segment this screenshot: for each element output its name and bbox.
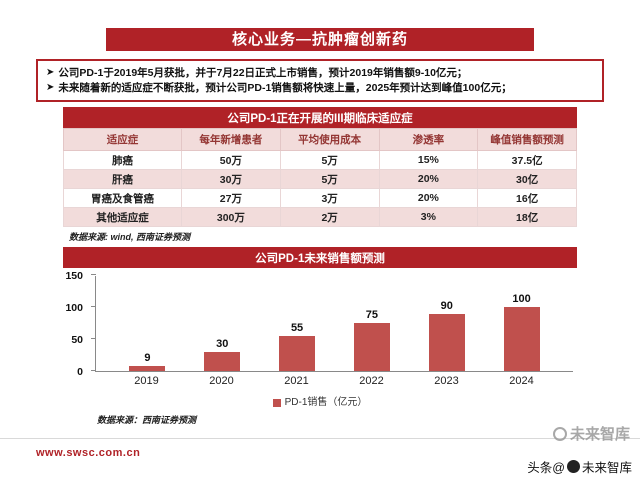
bar-group: 75 (337, 276, 407, 372)
page-title: 核心业务—抗肿瘤创新药 (106, 28, 534, 51)
bullet-item: ➤ 未来随着新的适应症不断获批，预计公司PD-1销售额将快速上量，2025年预计… (46, 81, 594, 96)
y-tick-mark (91, 306, 96, 308)
chart-title: 公司PD-1未来销售额预测 (63, 247, 577, 269)
x-tick-label: 2022 (359, 375, 384, 388)
table-header-cell: 平均使用成本 (279, 128, 380, 152)
bar-value-label: 30 (216, 338, 229, 351)
table-cell: 5万 (279, 150, 380, 171)
table-cell: 肝癌 (63, 169, 182, 190)
chart-section: 公司PD-1未来销售额预测 0 50 100 150 9 30 55 75 90 100 201… (63, 247, 577, 426)
bullet-arrow-icon: ➤ (46, 81, 55, 93)
bullet-text: 公司PD-1于2019年5月获批，并于7月22日正式上市销售，预计2019年销售… (58, 67, 468, 79)
bar-group: 55 (262, 276, 332, 372)
bar (129, 365, 166, 372)
bullet-box: ➤ 公司PD-1于2019年5月获批，并于7月22日正式上市销售，预计2019年… (36, 59, 604, 103)
x-tick-label: 2024 (509, 375, 534, 388)
bar-value-label: 100 (512, 293, 531, 306)
table-row: 胃癌及食管癌 27万 3万 20% 16亿 (63, 188, 577, 209)
table-cell: 30万 (181, 169, 281, 190)
y-tick-label: 150 (65, 270, 83, 283)
table-header-cell: 峰值销售额预测 (477, 128, 577, 152)
watermark-text: 未来智库 (569, 426, 630, 443)
table-row: 肺癌 50万 5万 15% 37.5亿 (63, 150, 577, 171)
legend-label: PD-1销售（亿元） (284, 397, 368, 409)
bar-value-label: 90 (440, 299, 453, 312)
table-cell: 20% (378, 188, 479, 209)
table-row: 其他适应症 300万 2万 3% 18亿 (63, 207, 577, 228)
bar-group: 90 (412, 276, 482, 372)
table-header-cell: 适应症 (63, 128, 182, 152)
credit-logo-icon (566, 460, 580, 473)
bar (503, 307, 540, 372)
x-tick-label: 2019 (134, 375, 159, 388)
table-cell: 27万 (181, 188, 281, 209)
table-cell: 3% (378, 207, 479, 228)
x-axis: 2019 2020 2021 2022 2023 2024 (95, 372, 573, 387)
table-cell: 16亿 (477, 188, 577, 209)
table-cell: 3万 (279, 188, 380, 209)
x-tick-label: 2023 (434, 375, 459, 388)
y-tick-label: 100 (65, 302, 83, 315)
bar-group: 30 (187, 276, 257, 372)
watermark-logo-icon (552, 426, 567, 441)
x-tick-label: 2021 (284, 375, 309, 388)
watermark: 未来智库 (552, 423, 630, 444)
y-tick-mark (91, 274, 96, 276)
credit-prefix: 头条@ (527, 461, 565, 475)
table-cell: 2万 (279, 207, 380, 228)
legend-swatch-icon (272, 398, 281, 407)
chart-source: 数据来源：西南证券预测 (97, 415, 197, 426)
y-axis: 0 50 100 150 (63, 270, 91, 378)
bar (204, 352, 241, 372)
footer-url: www.swsc.com.cn (36, 447, 141, 459)
bar (428, 313, 465, 372)
plot-area: 9 30 55 75 90 100 (91, 274, 573, 373)
table-cell: 30亿 (477, 169, 577, 190)
table-header-cell: 渗透率 (378, 128, 479, 152)
bars: 9 30 55 75 90 100 (96, 276, 573, 372)
bullet-text: 未来随着新的适应症不断获批，预计公司PD-1销售额将快速上量，2025年预计达到… (58, 81, 512, 94)
table-header-row: 适应症 每年新增患者 平均使用成本 渗透率 峰值销售额预测 (63, 128, 577, 152)
clinical-table-section: 公司PD-1正在开展的III期临床适应症 适应症 每年新增患者 平均使用成本 渗透率峰… (63, 107, 577, 243)
bar-group: 100 (487, 276, 557, 372)
table-source: 数据来源: wind, 西南证券预测 (69, 232, 190, 243)
chart-legend: PD-1销售（亿元） (63, 393, 577, 408)
table-cell: 37.5亿 (477, 150, 577, 171)
table-title: 公司PD-1正在开展的III期临床适应症 (63, 107, 577, 129)
table-header-cell: 每年新增患者 (181, 128, 281, 152)
footer-divider (0, 438, 640, 439)
table-cell: 50万 (181, 150, 281, 171)
table-body: 肺癌 50万 5万 15% 37.5亿 肝癌 30万 5万 20% 30亿 胃癌及食管癌 27万 3万 2… (63, 150, 577, 228)
bar-value-label: 9 (144, 351, 151, 364)
bar-chart: 0 50 100 150 9 30 55 75 90 100 (63, 270, 577, 378)
y-tick-mark (91, 370, 96, 372)
x-tick-label: 2020 (209, 375, 234, 388)
table-row: 肝癌 30万 5万 20% 30亿 (63, 169, 577, 190)
table-cell: 15% (378, 150, 479, 171)
table-cell: 肺癌 (63, 150, 182, 171)
table-cell: 其他适应症 (63, 207, 182, 228)
credit-name: 未来智库 (581, 461, 632, 475)
bar-value-label: 75 (365, 309, 379, 322)
table-cell: 5万 (279, 169, 380, 190)
y-tick-mark (91, 338, 96, 340)
table-cell: 胃癌及食管癌 (63, 188, 182, 209)
table-cell: 300万 (181, 207, 281, 228)
bar-value-label: 55 (290, 322, 304, 335)
bar (279, 336, 316, 372)
y-tick-label: 0 (77, 366, 83, 379)
bar (353, 323, 390, 372)
table-cell: 18亿 (477, 207, 577, 228)
bottom-credit: 头条@ 未来智库 (527, 457, 632, 476)
bullet-arrow-icon: ➤ (46, 67, 55, 78)
clinical-table: 适应症 每年新增患者 平均使用成本 渗透率 峰值销售额预测 肺癌 50万 5万 15% 37.5… (63, 128, 577, 228)
bar-group: 9 (112, 276, 182, 372)
bullet-item: ➤ 公司PD-1于2019年5月获批，并于7月22日正式上市销售，预计2019年… (46, 66, 594, 81)
table-cell: 20% (378, 169, 479, 190)
y-tick-label: 50 (71, 334, 83, 347)
